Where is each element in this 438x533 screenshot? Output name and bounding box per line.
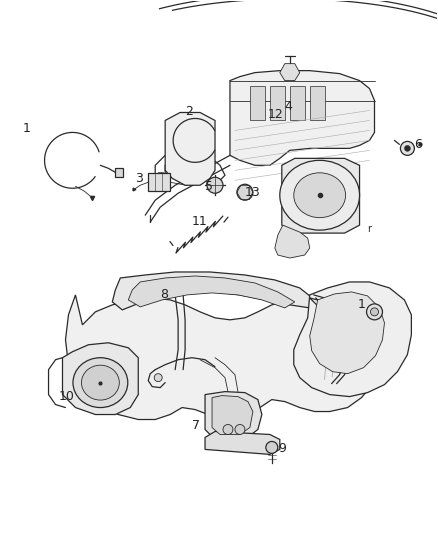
Circle shape	[207, 177, 223, 193]
Text: 6: 6	[414, 139, 422, 151]
Text: 2: 2	[185, 106, 193, 118]
Circle shape	[235, 424, 245, 434]
Polygon shape	[205, 432, 280, 455]
Text: 8: 8	[160, 288, 168, 301]
Polygon shape	[205, 392, 262, 439]
Circle shape	[367, 304, 382, 320]
Text: 3: 3	[135, 172, 143, 185]
Text: 9: 9	[278, 442, 286, 455]
Ellipse shape	[294, 173, 346, 217]
Polygon shape	[280, 63, 300, 80]
Circle shape	[400, 141, 414, 155]
Circle shape	[237, 184, 253, 200]
Text: 4: 4	[285, 101, 293, 114]
Circle shape	[223, 424, 233, 434]
Polygon shape	[250, 86, 265, 120]
Ellipse shape	[280, 160, 360, 230]
Ellipse shape	[73, 358, 128, 408]
Text: 12: 12	[268, 109, 283, 122]
Polygon shape	[310, 86, 325, 120]
Text: r: r	[367, 224, 371, 234]
Polygon shape	[128, 276, 295, 308]
Polygon shape	[282, 158, 360, 233]
Polygon shape	[310, 292, 385, 374]
Polygon shape	[158, 172, 163, 178]
Polygon shape	[148, 173, 170, 191]
Polygon shape	[212, 395, 253, 434]
Text: 1: 1	[357, 298, 365, 311]
Text: 13: 13	[245, 186, 261, 199]
Polygon shape	[165, 112, 215, 185]
Polygon shape	[63, 343, 138, 415]
Text: 1: 1	[23, 123, 31, 135]
Polygon shape	[294, 282, 411, 397]
Text: 5: 5	[205, 180, 213, 193]
Text: 11: 11	[192, 215, 208, 228]
Circle shape	[266, 441, 278, 454]
Polygon shape	[112, 272, 314, 310]
Ellipse shape	[81, 365, 119, 400]
Polygon shape	[270, 86, 285, 120]
Polygon shape	[275, 225, 310, 258]
Polygon shape	[230, 71, 374, 165]
Polygon shape	[115, 168, 124, 177]
Text: 10: 10	[59, 390, 74, 402]
Polygon shape	[66, 295, 381, 419]
Polygon shape	[290, 86, 305, 120]
Circle shape	[371, 308, 378, 316]
Circle shape	[404, 146, 410, 151]
Circle shape	[154, 374, 162, 382]
Text: 7: 7	[192, 419, 200, 432]
